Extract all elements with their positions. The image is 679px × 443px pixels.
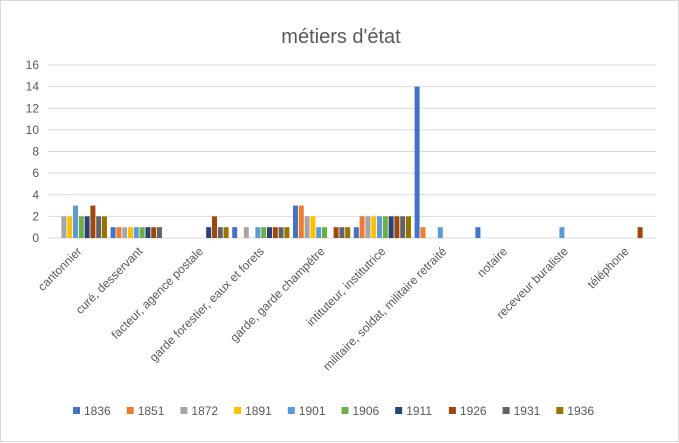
y-tick-label: 4 [32, 188, 39, 202]
legend-label: 1926 [460, 404, 487, 418]
bar-1901 [437, 227, 443, 238]
bar-1851 [116, 227, 122, 238]
bar-1891 [67, 216, 73, 238]
bar-1931 [96, 216, 102, 238]
bar-1836 [353, 227, 359, 238]
bar-1901 [316, 227, 322, 238]
legend-label: 1931 [514, 404, 541, 418]
bar-1931 [278, 227, 284, 238]
bar-1911 [388, 216, 394, 238]
bar-1872 [365, 216, 371, 238]
bar-1901 [133, 227, 139, 238]
bar-1926 [333, 227, 339, 238]
bar-1901 [73, 205, 78, 238]
bar-1936 [102, 216, 107, 238]
bar-1891 [310, 216, 316, 238]
legend-label: 1891 [245, 404, 272, 418]
bar-1936 [223, 227, 229, 238]
x-tick-label: militaire, soldat, militaire retraité [320, 244, 449, 373]
legend-swatch-1901 [287, 407, 295, 414]
x-tick-label: cantonnier [35, 244, 85, 294]
bar-1901 [377, 216, 382, 238]
bar-1906 [78, 216, 84, 238]
bar-1926 [212, 216, 217, 238]
bar-1836 [293, 205, 298, 238]
x-tick-label: notaire [474, 244, 510, 280]
legend-label: 1851 [138, 404, 165, 418]
bar-1906 [261, 227, 267, 238]
bar-1906 [139, 227, 145, 238]
legend-label: 1936 [567, 404, 594, 418]
bar-1911 [206, 227, 212, 238]
bar-1851 [298, 205, 304, 238]
legend-swatch-1911 [395, 407, 403, 414]
legend-label: 1836 [84, 404, 111, 418]
bar-1911 [84, 216, 90, 238]
y-tick-label: 6 [32, 166, 39, 180]
y-tick-label: 2 [32, 209, 39, 223]
bar-1926 [272, 227, 278, 238]
legend-swatch-1906 [341, 407, 349, 414]
legend-label: 1901 [299, 404, 326, 418]
legend-swatch-1926 [448, 407, 456, 414]
y-tick-label: 12 [26, 101, 40, 115]
bar-1936 [345, 227, 351, 238]
bar-1926 [394, 216, 400, 238]
bar-1926 [151, 227, 157, 238]
bar-1911 [267, 227, 272, 238]
bar-1906 [322, 227, 327, 238]
bar-1836 [232, 227, 238, 238]
bar-1851 [420, 227, 426, 238]
bar-1836 [414, 86, 420, 238]
legend-swatch-1936 [556, 407, 564, 414]
y-tick-label: 8 [32, 145, 39, 159]
bar-1872 [243, 227, 249, 238]
bar-1836 [475, 227, 481, 238]
bar-1931 [339, 227, 345, 238]
chart-title: métiers d'état [281, 26, 401, 48]
legend-label: 1906 [353, 404, 380, 418]
bar-1901 [559, 227, 565, 238]
legend-swatch-1836 [73, 407, 80, 414]
y-tick-label: 14 [26, 80, 40, 94]
x-tick-label: téléphone [585, 244, 632, 291]
y-tick-label: 10 [26, 123, 40, 137]
bar-1936 [406, 216, 411, 238]
bar-1872 [61, 216, 67, 238]
bar-1836 [110, 227, 116, 238]
bar-1906 [382, 216, 388, 238]
bar-1931 [217, 227, 223, 238]
legend-swatch-1931 [502, 407, 510, 414]
bar-1926 [637, 227, 643, 238]
legend-label: 1872 [191, 404, 218, 418]
bar-1872 [304, 216, 310, 238]
bar-1931 [157, 227, 162, 238]
y-tick-label: 16 [26, 58, 40, 72]
legend-swatch-1851 [126, 407, 134, 414]
bar-1911 [145, 227, 151, 238]
bar-1872 [122, 227, 128, 238]
bar-1891 [128, 227, 133, 238]
x-tick-label: garde forestier, eaux et forets [147, 244, 267, 364]
bar-1936 [284, 227, 290, 238]
y-tick-label: 0 [32, 231, 39, 245]
legend-swatch-1872 [180, 407, 188, 414]
bar-1931 [400, 216, 406, 238]
legend-label: 1911 [406, 404, 432, 418]
bar-1926 [90, 205, 96, 238]
bar-1891 [371, 216, 377, 238]
bar-1851 [359, 216, 365, 238]
legend-swatch-1891 [234, 407, 242, 414]
bar-1901 [255, 227, 261, 238]
